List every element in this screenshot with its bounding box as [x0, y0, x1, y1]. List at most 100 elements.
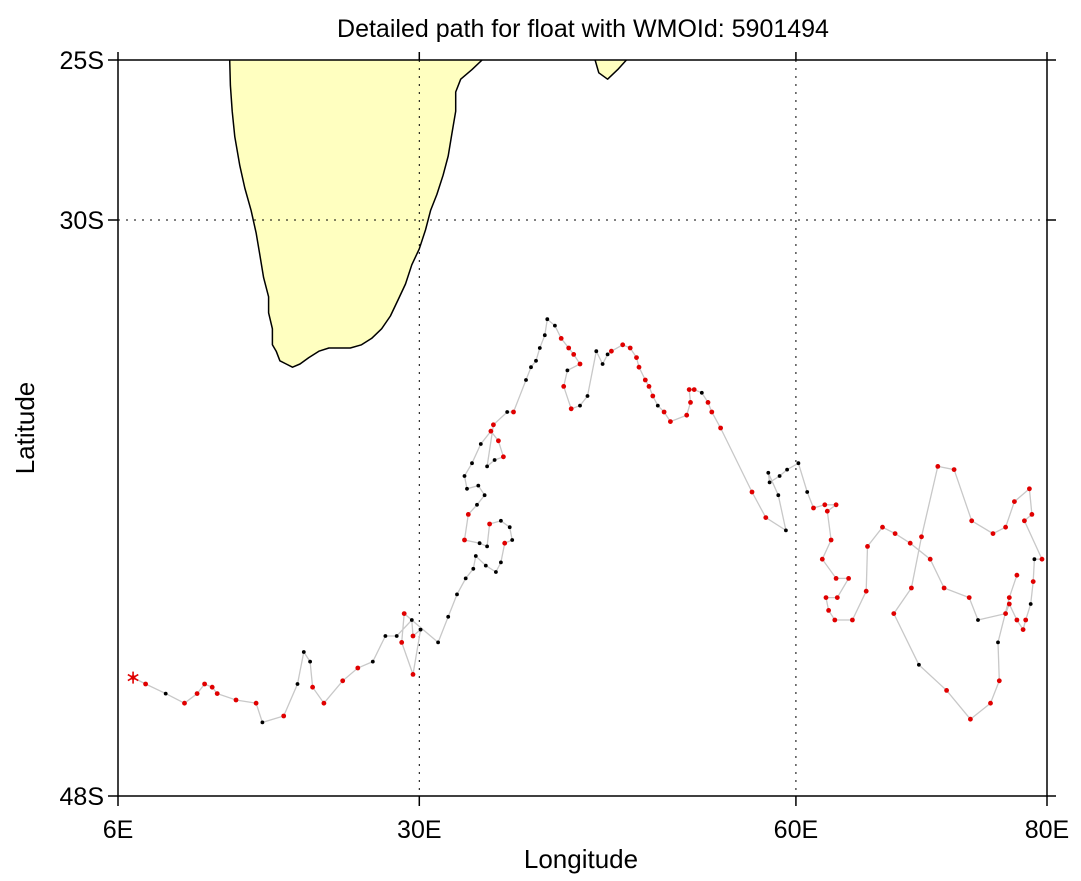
- float-position-130: [966, 595, 972, 600]
- land-madagascar-tip: [594, 60, 628, 80]
- float-position-145: [1003, 524, 1008, 530]
- float-position-126: [892, 531, 898, 536]
- float-position-107: [785, 467, 789, 472]
- float-position-92: [684, 412, 690, 418]
- float-position-34: [473, 554, 478, 558]
- float-position-141: [1022, 518, 1027, 524]
- float-positions: [130, 317, 1045, 725]
- x-tick-label-60: 60E: [774, 816, 818, 844]
- float-position-62: [524, 378, 528, 382]
- float-position-85: [636, 364, 642, 370]
- y-tick-label-30: 30S: [60, 207, 104, 235]
- float-position-19: [355, 665, 361, 671]
- float-position-99: [718, 425, 723, 431]
- float-position-17: [321, 700, 327, 706]
- float-position-76: [578, 403, 582, 408]
- float-position-45: [462, 537, 467, 543]
- float-position-133: [1006, 601, 1012, 607]
- float-position-96: [699, 390, 704, 395]
- float-position-98: [709, 409, 715, 415]
- float-position-155: [968, 716, 973, 722]
- float-position-104: [766, 470, 771, 475]
- float-position-121: [832, 617, 838, 623]
- float-position-60: [505, 410, 510, 414]
- float-position-134: [1014, 617, 1020, 623]
- float-position-74: [561, 384, 567, 389]
- float-position-100: [749, 489, 755, 495]
- float-position-26: [410, 672, 416, 677]
- float-position-4: [182, 700, 187, 706]
- float-position-12: [281, 713, 287, 719]
- float-position-90: [661, 409, 667, 415]
- float-position-47: [475, 502, 479, 507]
- float-position-148: [951, 467, 957, 472]
- float-position-72: [577, 361, 583, 367]
- float-position-68: [553, 323, 557, 328]
- float-position-42: [487, 521, 492, 527]
- float-position-55: [496, 438, 501, 444]
- float-position-78: [594, 349, 599, 354]
- float-position-157: [996, 678, 1002, 684]
- float-position-142: [1029, 512, 1035, 517]
- float-position-132: [1003, 611, 1008, 616]
- float-position-53: [478, 442, 483, 446]
- float-position-28: [401, 611, 407, 616]
- float-position-94: [686, 387, 692, 392]
- float-position-70: [566, 345, 572, 351]
- float-position-38: [502, 540, 508, 546]
- float-position-127: [907, 540, 913, 546]
- float-position-108: [796, 461, 801, 466]
- float-position-75: [568, 406, 574, 412]
- float-position-7: [209, 684, 215, 690]
- float-position-137: [1028, 602, 1033, 606]
- float-track: [132, 317, 1044, 724]
- float-position-116: [833, 576, 839, 581]
- float-position-18: [340, 678, 346, 684]
- float-position-23: [409, 618, 414, 622]
- float-position-11: [260, 720, 265, 725]
- float-position-61: [511, 409, 516, 415]
- float-position-136: [1023, 617, 1029, 623]
- float-position-160: [1014, 572, 1020, 578]
- float-position-52: [470, 461, 474, 466]
- float-position-77: [585, 394, 590, 398]
- float-position-50: [465, 486, 469, 491]
- float-position-83: [627, 345, 633, 351]
- float-position-125: [880, 524, 885, 530]
- float-position-117: [846, 576, 851, 581]
- float-position-43: [485, 544, 489, 549]
- float-position-67: [545, 317, 550, 322]
- y-tick-label-25: 25S: [60, 47, 104, 75]
- float-position-103: [776, 493, 781, 498]
- float-position-40: [507, 525, 512, 530]
- float-position-54: [488, 428, 494, 434]
- float-position-150: [919, 534, 924, 540]
- plot-frame: [117, 59, 1048, 797]
- float-position-22: [394, 634, 399, 638]
- float-position-10: [253, 700, 259, 706]
- float-position-2: [143, 681, 149, 687]
- float-position-64: [534, 358, 538, 363]
- float-position-154: [944, 688, 949, 693]
- land-southern-africa: [228, 60, 483, 368]
- float-position-8: [214, 691, 220, 696]
- x-tick-label-6: 6E: [103, 816, 134, 844]
- float-position-27: [399, 640, 405, 645]
- float-position-147: [969, 518, 975, 524]
- float-position-69: [558, 336, 564, 341]
- float-position-20: [370, 659, 375, 664]
- float-position-97: [705, 400, 711, 405]
- float-position-65: [537, 346, 542, 350]
- float-position-33: [471, 566, 476, 571]
- x-tick-label-30: 30E: [397, 816, 441, 844]
- float-position-49: [476, 483, 481, 488]
- float-position-135: [1020, 627, 1026, 632]
- y-axis-label: Latitude: [10, 382, 40, 475]
- float-position-73: [565, 368, 570, 373]
- float-position-46: [465, 512, 471, 517]
- float-position-146: [990, 531, 996, 536]
- float-position-88: [650, 393, 656, 399]
- float-position-112: [833, 502, 839, 508]
- float-position-115: [819, 556, 825, 562]
